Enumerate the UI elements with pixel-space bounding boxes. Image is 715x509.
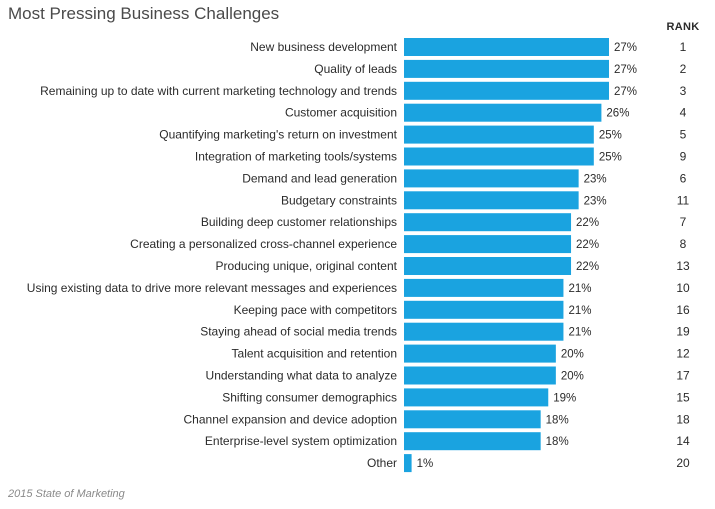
bar bbox=[404, 147, 594, 166]
rank-label: 5 bbox=[680, 128, 687, 142]
value-label: 23% bbox=[584, 195, 607, 207]
bar bbox=[404, 191, 579, 210]
bar bbox=[404, 257, 572, 275]
rank-label: 2 bbox=[680, 62, 687, 76]
rank-label: 16 bbox=[676, 303, 690, 317]
bar bbox=[404, 344, 556, 363]
value-label: 21% bbox=[568, 283, 591, 295]
value-label: 20% bbox=[561, 371, 584, 383]
rank-label: 15 bbox=[676, 390, 690, 404]
bar bbox=[404, 38, 609, 56]
value-label: 21% bbox=[568, 327, 591, 339]
bar bbox=[404, 59, 609, 78]
value-label: 1% bbox=[417, 458, 434, 470]
bar bbox=[404, 169, 579, 188]
category-label: Using existing data to drive more releva… bbox=[27, 281, 397, 295]
bar bbox=[404, 235, 572, 254]
rank-label: 20 bbox=[676, 456, 690, 470]
value-label: 25% bbox=[599, 130, 622, 142]
value-label: 27% bbox=[614, 42, 637, 54]
category-label: Shifting consumer demographics bbox=[222, 390, 397, 404]
rank-label: 18 bbox=[676, 412, 690, 426]
rank-label: 17 bbox=[676, 369, 690, 383]
category-label: Staying ahead of social media trends bbox=[200, 325, 397, 339]
rank-label: 6 bbox=[680, 171, 687, 185]
category-label: Keeping pace with competitors bbox=[234, 303, 397, 317]
value-label: 23% bbox=[584, 173, 607, 185]
rank-label: 7 bbox=[680, 215, 687, 229]
value-label: 22% bbox=[576, 217, 599, 229]
bar bbox=[404, 366, 556, 385]
category-label: Understanding what data to analyze bbox=[206, 369, 398, 383]
category-label: Building deep customer relationships bbox=[201, 215, 397, 229]
value-label: 22% bbox=[576, 261, 599, 273]
rank-label: 12 bbox=[676, 347, 690, 361]
value-label: 21% bbox=[568, 305, 591, 317]
rank-label: 4 bbox=[680, 106, 687, 120]
value-label: 25% bbox=[599, 152, 622, 164]
bar bbox=[404, 278, 564, 297]
source-note: 2015 State of Marketing bbox=[8, 488, 125, 500]
category-label: Quality of leads bbox=[314, 62, 397, 76]
rank-label: 8 bbox=[680, 237, 687, 251]
rank-label: 1 bbox=[680, 40, 687, 54]
category-label: Talent acquisition and retention bbox=[232, 347, 397, 361]
category-label: Remaining up to date with current market… bbox=[40, 84, 397, 98]
value-label: 27% bbox=[614, 64, 637, 76]
rank-column-header: RANK bbox=[666, 21, 700, 33]
bar bbox=[404, 103, 602, 122]
bar bbox=[404, 432, 541, 451]
category-label: Creating a personalized cross-channel ex… bbox=[130, 237, 397, 251]
category-label: Enterprise-level system optimization bbox=[205, 434, 397, 448]
value-label: 22% bbox=[576, 239, 599, 251]
bar bbox=[404, 213, 572, 232]
category-label: Other bbox=[367, 456, 397, 470]
rank-label: 3 bbox=[680, 84, 687, 98]
bar bbox=[404, 454, 412, 473]
category-label: Channel expansion and device adoption bbox=[184, 412, 398, 426]
rank-label: 13 bbox=[676, 259, 690, 273]
category-label: Customer acquisition bbox=[285, 106, 397, 120]
bar bbox=[404, 125, 594, 144]
bar bbox=[404, 300, 564, 319]
value-label: 27% bbox=[614, 86, 637, 98]
value-label: 20% bbox=[561, 349, 584, 361]
category-label: Quantifying marketing's return on invest… bbox=[159, 128, 397, 142]
bar bbox=[404, 81, 609, 100]
value-label: 26% bbox=[606, 108, 629, 120]
bar bbox=[404, 322, 564, 341]
category-label: Budgetary constraints bbox=[281, 193, 397, 207]
rank-label: 11 bbox=[677, 193, 690, 207]
rank-label: 10 bbox=[676, 281, 690, 295]
category-label: Integration of marketing tools/systems bbox=[195, 150, 397, 164]
value-label: 18% bbox=[546, 414, 569, 426]
category-label: Demand and lead generation bbox=[242, 171, 397, 185]
rank-label: 9 bbox=[680, 150, 687, 164]
bar bbox=[404, 388, 549, 407]
category-label: Producing unique, original content bbox=[216, 259, 398, 273]
value-label: 19% bbox=[553, 392, 576, 404]
category-label: New business development bbox=[250, 40, 397, 54]
rank-label: 14 bbox=[676, 434, 690, 448]
rank-label: 19 bbox=[676, 325, 690, 339]
value-label: 18% bbox=[546, 436, 569, 448]
chart-title: Most Pressing Business Challenges bbox=[8, 4, 280, 23]
bar bbox=[404, 410, 541, 429]
